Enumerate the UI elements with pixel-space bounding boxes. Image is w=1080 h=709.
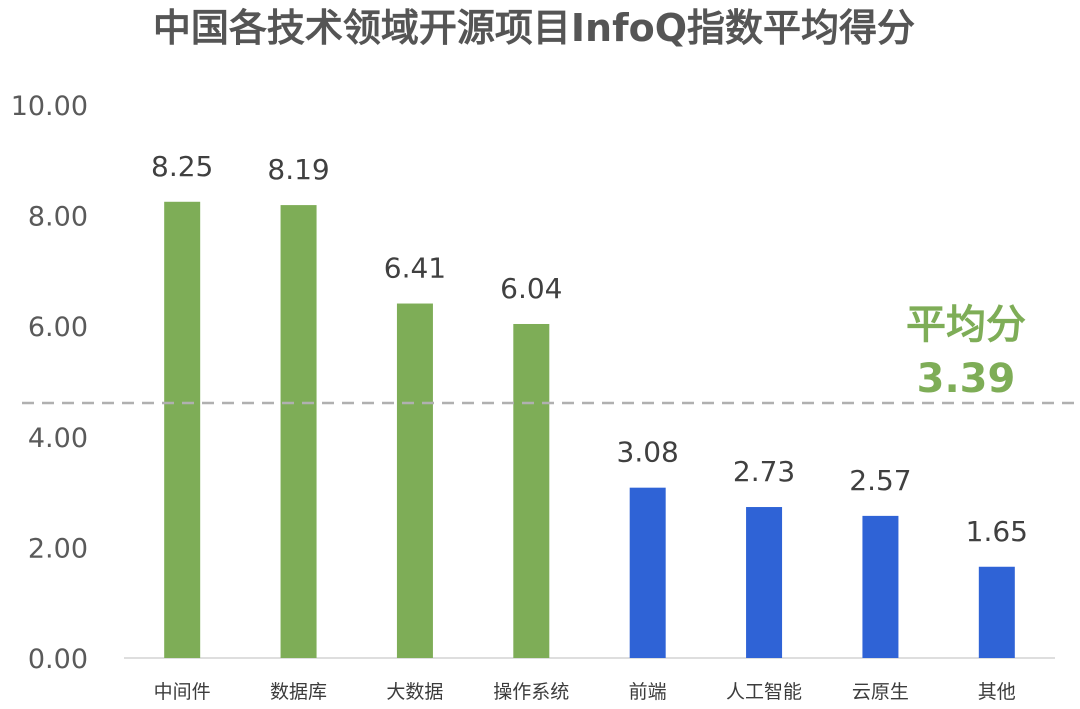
bar [978,566,1015,658]
y-axis-ticks: 0.00 2.00 4.00 6.00 8.00 10.00 [11,91,88,675]
value-label: 2.57 [849,464,911,497]
value-label: 8.19 [267,153,329,186]
category-label: 其他 [978,681,1016,703]
bar [629,487,666,658]
category-label: 操作系统 [493,681,569,703]
category-label: 人工智能 [726,681,802,703]
category-label: 前端 [629,681,667,703]
y-tick-label: 6.00 [28,312,88,343]
category-labels: 中间件 数据库 大数据 操作系统 前端 人工智能 云原生 其他 [154,681,1016,703]
category-label: 中间件 [154,681,211,703]
category-label: 大数据 [386,681,443,703]
y-tick-label: 2.00 [28,533,88,564]
category-label: 云原生 [852,681,909,703]
bar [513,323,550,658]
bar [280,205,317,658]
value-label: 6.04 [500,272,562,305]
value-label: 1.65 [966,515,1028,548]
category-label: 数据库 [270,681,327,703]
y-tick-label: 10.00 [11,91,88,122]
chart-title: 中国各技术领域开源项目InfoQ指数平均得分 [153,6,915,50]
y-tick-label: 8.00 [28,202,88,233]
average-value: 3.39 [917,356,1016,402]
value-labels: 8.25 8.19 6.41 6.04 3.08 2.73 2.57 1.65 [151,150,1028,548]
value-label: 6.41 [384,252,446,285]
value-label: 3.08 [617,436,679,469]
y-tick-label: 4.00 [28,423,88,454]
bars [164,201,1015,658]
bar [164,201,201,658]
value-label: 8.25 [151,150,213,183]
bar [746,507,783,658]
value-label: 2.73 [733,455,795,488]
bar [396,303,433,658]
y-tick-label: 0.00 [28,644,88,675]
average-label: 平均分 [906,302,1026,348]
bar [862,515,899,658]
